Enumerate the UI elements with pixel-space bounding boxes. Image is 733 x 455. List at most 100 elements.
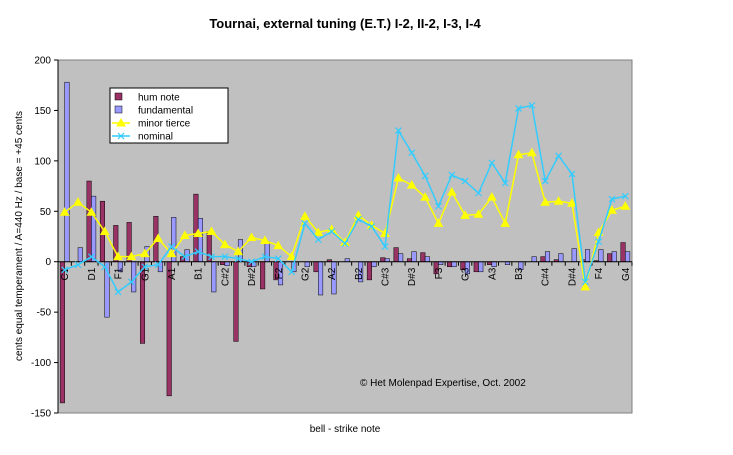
marker — [435, 202, 442, 210]
x-axis-label: bell - strike note — [310, 424, 381, 435]
marker — [486, 192, 497, 201]
bar — [451, 261, 457, 268]
x-tick-label: C#4 — [541, 267, 552, 286]
bar — [304, 261, 310, 268]
y-tick-label: -100 — [31, 358, 51, 369]
bar — [77, 247, 83, 262]
marker — [193, 228, 204, 237]
marker — [488, 159, 496, 167]
marker — [500, 218, 511, 227]
legend-label: nominal — [138, 132, 173, 143]
x-tick-label: F1 — [114, 267, 125, 279]
bar — [607, 253, 613, 262]
marker — [368, 222, 376, 230]
marker — [448, 171, 456, 179]
y-tick-label: 100 — [34, 156, 51, 167]
marker — [501, 179, 509, 187]
marker — [114, 288, 122, 296]
marker — [475, 189, 482, 197]
y-tick-label: 0 — [45, 257, 51, 268]
marker — [286, 251, 297, 261]
marker — [206, 226, 217, 235]
y-tick-label: -50 — [37, 308, 52, 319]
bar — [313, 261, 319, 273]
marker — [313, 227, 324, 236]
bar — [233, 261, 239, 342]
chart-title: Tournai, external tuning (E.T.) I-2, II-… — [209, 16, 481, 31]
bar — [473, 261, 479, 273]
x-tick-label: B2 — [354, 267, 365, 280]
bar — [625, 251, 631, 262]
marker — [219, 239, 230, 249]
bar — [224, 261, 230, 266]
y-axis-label: cents equal temperament / A=440 Hz / bas… — [14, 111, 25, 361]
marker — [581, 278, 589, 286]
bar — [371, 261, 377, 268]
marker — [393, 172, 404, 182]
marker — [233, 246, 244, 256]
bar — [260, 261, 266, 290]
marker — [568, 170, 576, 178]
legend-label: hum note — [138, 93, 180, 104]
bar — [380, 257, 386, 262]
marker — [73, 197, 83, 206]
bar — [544, 251, 551, 262]
bar — [540, 256, 546, 262]
marker — [300, 211, 310, 220]
marker — [301, 219, 309, 227]
bar — [531, 256, 537, 262]
marker — [328, 228, 336, 235]
marker — [515, 104, 522, 112]
x-tick-label: F2 — [274, 267, 285, 279]
marker — [86, 207, 97, 216]
marker — [260, 235, 270, 245]
marker — [208, 253, 215, 261]
marker — [553, 196, 564, 205]
marker — [153, 233, 163, 243]
marker — [528, 101, 536, 109]
marker — [87, 253, 95, 261]
marker — [420, 192, 430, 201]
bar — [86, 180, 92, 262]
x-tick-label: A2 — [327, 267, 338, 280]
marker — [406, 180, 417, 189]
annotation: © Het Molenpad Expertise, Oct. 2002 — [360, 378, 526, 389]
marker — [221, 253, 229, 261]
legend-box — [109, 87, 229, 144]
marker — [141, 263, 149, 271]
x-tick-label: G3 — [461, 267, 472, 281]
bar — [366, 261, 372, 281]
bar — [585, 249, 591, 262]
marker — [273, 240, 284, 250]
marker — [59, 207, 70, 216]
bar — [571, 248, 577, 262]
marker — [513, 149, 524, 159]
marker — [555, 152, 563, 160]
x-tick-label: G2 — [300, 267, 311, 281]
marker — [181, 253, 189, 261]
marker — [314, 236, 322, 243]
marker — [274, 255, 282, 263]
marker — [607, 205, 617, 214]
bar — [491, 261, 497, 268]
bar — [420, 252, 426, 262]
marker — [341, 240, 349, 247]
x-tick-label: C1 — [60, 267, 71, 280]
marker — [580, 281, 591, 291]
marker — [246, 232, 257, 242]
bar — [197, 218, 203, 262]
marker — [460, 210, 471, 219]
bar — [166, 261, 172, 397]
x-tick-label: B1 — [194, 267, 205, 280]
marker — [595, 238, 603, 245]
marker — [527, 147, 537, 157]
bar — [91, 195, 97, 262]
x-tick-label: D#4 — [567, 267, 578, 286]
x-tick-label: A1 — [167, 267, 178, 280]
marker — [433, 218, 444, 227]
marker — [408, 149, 416, 157]
bar — [620, 242, 626, 262]
marker — [234, 255, 242, 263]
bar — [424, 256, 430, 262]
